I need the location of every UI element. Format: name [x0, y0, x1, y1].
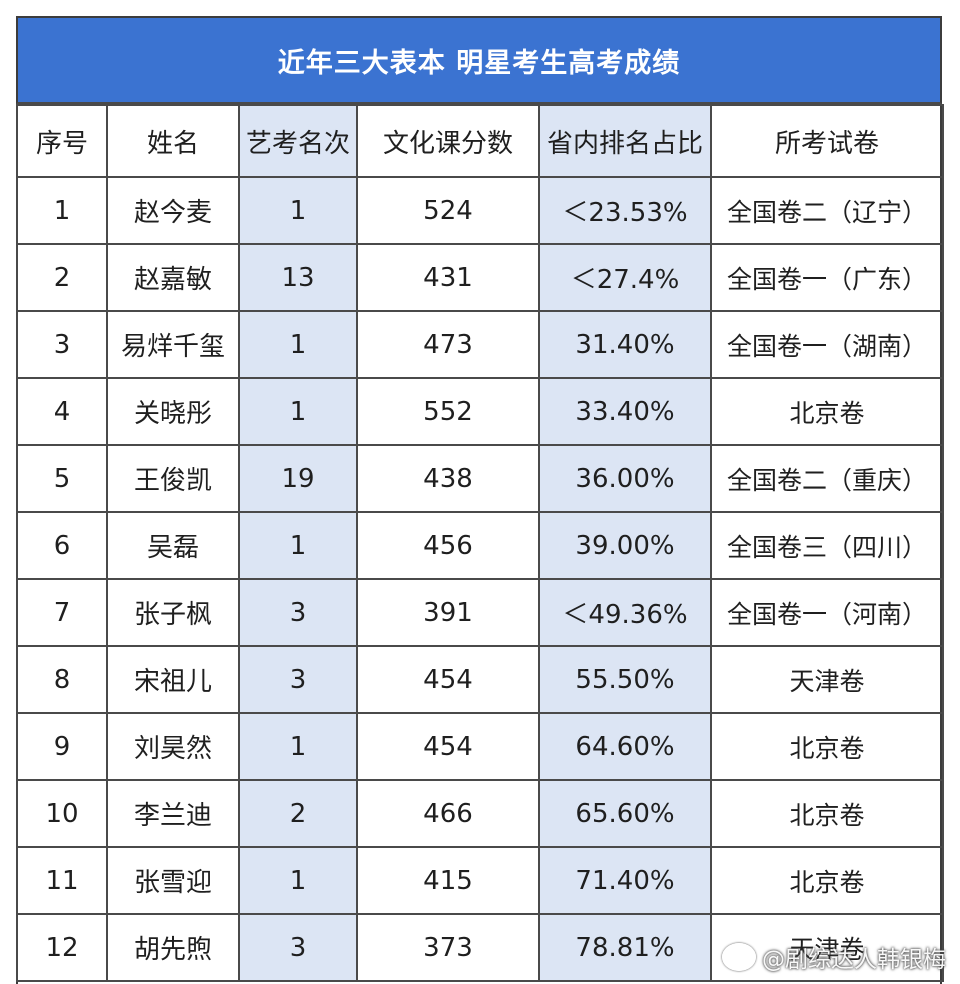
cell-exam: 全国卷二（辽宁） — [710, 176, 944, 245]
cell-name: 刘昊然 — [106, 712, 240, 781]
cell-no: 9 — [16, 712, 108, 781]
cell-score: 456 — [356, 511, 540, 580]
cell-exam: 北京卷 — [710, 846, 944, 915]
table-row: 7 张子枫 3 391 ＜49.36% 全国卷一（河南） — [16, 578, 944, 647]
cell-name: 李兰迪 — [106, 779, 240, 848]
weibo-logo-icon — [722, 943, 756, 971]
cell-no: 1 — [16, 176, 108, 245]
watermark-text: @剧综达人韩银梅 — [762, 947, 946, 973]
table-row: 1 赵今麦 1 524 ＜23.53% 全国卷二（辽宁） — [16, 176, 944, 245]
cell-score: 373 — [356, 913, 540, 982]
cell-exam: 全国卷一（河南） — [710, 578, 944, 647]
cell-no: 4 — [16, 377, 108, 446]
cell-art-rank: 1 — [238, 712, 358, 781]
table-row: 2 赵嘉敏 13 431 ＜27.4% 全国卷一（广东） — [16, 243, 944, 312]
cell-exam: 全国卷三（四川） — [710, 511, 944, 580]
cell-art-rank: 1 — [238, 511, 358, 580]
table-row: 4 关晓彤 1 552 33.40% 北京卷 — [16, 377, 944, 446]
cell-exam: 天津卷 — [710, 645, 944, 714]
cell-art-rank: 3 — [238, 913, 358, 982]
cell-pct: 31.40% — [538, 310, 712, 379]
cell-no: 10 — [16, 779, 108, 848]
cell-art-rank: 2 — [238, 779, 358, 848]
table-title: 近年三大表本 明星考生高考成绩 — [16, 16, 942, 104]
cell-pct: 39.00% — [538, 511, 712, 580]
cell-pct: 65.60% — [538, 779, 712, 848]
header-row: 序号 姓名 艺考名次 文化课分数 省内排名占比 所考试卷 — [16, 104, 944, 178]
cell-name: 宋祖儿 — [106, 645, 240, 714]
cell-art-rank: 13 — [238, 243, 358, 312]
header-exam: 所考试卷 — [710, 104, 944, 178]
cell-score: 466 — [356, 779, 540, 848]
cell-score: 473 — [356, 310, 540, 379]
cell-no: 5 — [16, 444, 108, 513]
table-row: 11 张雪迎 1 415 71.40% 北京卷 — [16, 846, 944, 915]
table-row: 10 李兰迪 2 466 65.60% 北京卷 — [16, 779, 944, 848]
cell-name: 吴磊 — [106, 511, 240, 580]
table-row: 9 刘昊然 1 454 64.60% 北京卷 — [16, 712, 944, 781]
scores-table: 序号 姓名 艺考名次 文化课分数 省内排名占比 所考试卷 1 赵今麦 1 524… — [16, 104, 944, 982]
cell-exam: 北京卷 — [710, 779, 944, 848]
cell-score: 438 — [356, 444, 540, 513]
cell-art-rank: 1 — [238, 377, 358, 446]
table-row: 6 吴磊 1 456 39.00% 全国卷三（四川） — [16, 511, 944, 580]
table-row: 3 易烊千玺 1 473 31.40% 全国卷一（湖南） — [16, 310, 944, 379]
table-row: 12 胡先煦 3 373 78.81% 天津卷 — [16, 913, 944, 982]
cell-exam: 全国卷一（广东） — [710, 243, 944, 312]
cell-art-rank: 3 — [238, 645, 358, 714]
cell-name: 王俊凯 — [106, 444, 240, 513]
cell-pct: 36.00% — [538, 444, 712, 513]
cell-pct: ＜27.4% — [538, 243, 712, 312]
cell-exam: 全国卷一（湖南） — [710, 310, 944, 379]
cell-no: 8 — [16, 645, 108, 714]
cell-art-rank: 19 — [238, 444, 358, 513]
header-score: 文化课分数 — [356, 104, 540, 178]
weibo-watermark: @剧综达人韩银梅 — [722, 940, 946, 974]
cell-no: 2 — [16, 243, 108, 312]
cell-exam: 全国卷二（重庆） — [710, 444, 944, 513]
cell-pct: 55.50% — [538, 645, 712, 714]
cell-art-rank: 1 — [238, 310, 358, 379]
cell-no: 11 — [16, 846, 108, 915]
cell-score: 391 — [356, 578, 540, 647]
table-row: 8 宋祖儿 3 454 55.50% 天津卷 — [16, 645, 944, 714]
header-no: 序号 — [16, 104, 108, 178]
cell-name: 赵嘉敏 — [106, 243, 240, 312]
cell-no: 6 — [16, 511, 108, 580]
cell-pct: 71.40% — [538, 846, 712, 915]
cell-exam: 北京卷 — [710, 377, 944, 446]
cell-name: 关晓彤 — [106, 377, 240, 446]
cell-art-rank: 1 — [238, 846, 358, 915]
cell-name: 赵今麦 — [106, 176, 240, 245]
cell-no: 3 — [16, 310, 108, 379]
cell-score: 454 — [356, 712, 540, 781]
cell-score: 415 — [356, 846, 540, 915]
cell-pct: 33.40% — [538, 377, 712, 446]
cell-score: 431 — [356, 243, 540, 312]
cell-art-rank: 1 — [238, 176, 358, 245]
cell-exam: 北京卷 — [710, 712, 944, 781]
cell-name: 易烊千玺 — [106, 310, 240, 379]
cell-name: 胡先煦 — [106, 913, 240, 982]
cell-score: 552 — [356, 377, 540, 446]
cell-name: 张雪迎 — [106, 846, 240, 915]
cell-name: 张子枫 — [106, 578, 240, 647]
header-pct: 省内排名占比 — [538, 104, 712, 178]
cell-no: 12 — [16, 913, 108, 982]
header-name: 姓名 — [106, 104, 240, 178]
cell-no: 7 — [16, 578, 108, 647]
cell-pct: 64.60% — [538, 712, 712, 781]
cell-score: 524 — [356, 176, 540, 245]
cell-art-rank: 3 — [238, 578, 358, 647]
cell-pct: ＜49.36% — [538, 578, 712, 647]
cell-score: 454 — [356, 645, 540, 714]
table-title-text: 近年三大表本 明星考生高考成绩 — [277, 47, 681, 79]
header-art-rank: 艺考名次 — [238, 104, 358, 178]
cell-pct: 78.81% — [538, 913, 712, 982]
table-row: 5 王俊凯 19 438 36.00% 全国卷二（重庆） — [16, 444, 944, 513]
cell-pct: ＜23.53% — [538, 176, 712, 245]
